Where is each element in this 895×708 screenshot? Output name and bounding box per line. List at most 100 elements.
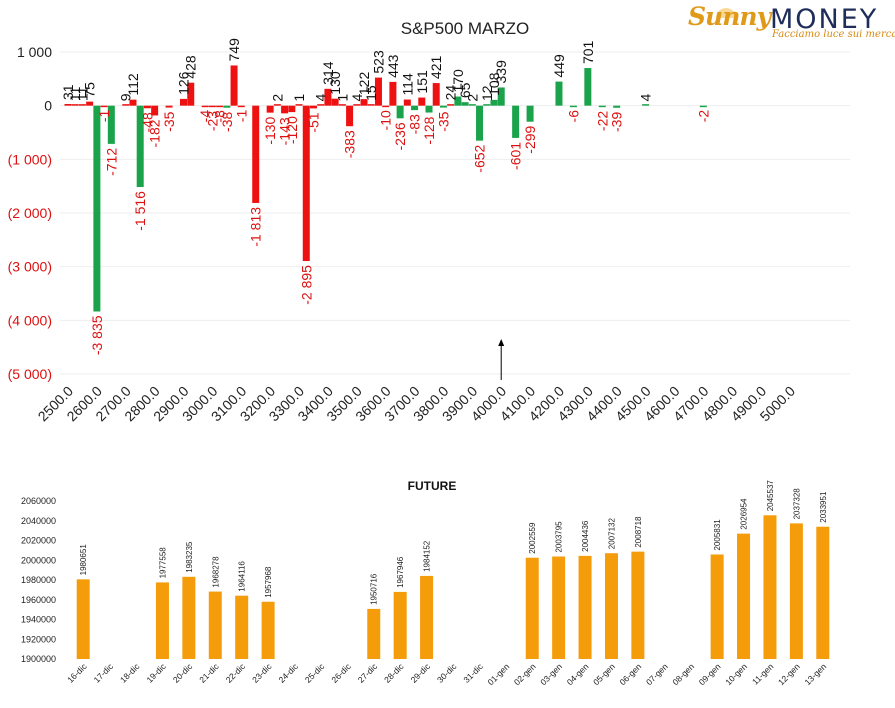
bar [338,104,346,106]
bar-data-label: -23 [204,111,220,131]
future-y-tick-label: 2000000 [21,555,56,565]
bar-data-label: -236 [392,122,408,150]
future-bar [604,553,618,659]
future-bar [155,582,169,659]
bar [288,105,296,113]
future-x-tick-label: 09-gen [697,661,723,687]
bar-data-label: 701 [580,40,596,64]
bar-data-label: 11 [74,86,90,101]
x-axis: 2500.02600.02700.02800.02900.03000.03100… [35,383,799,425]
bar-data-label: -712 [103,148,119,176]
logo-brand-right: MONEY [770,4,879,35]
bar [273,104,281,106]
y-tick-label: (1 000) [8,151,52,167]
bar [331,98,339,106]
bar-data-label: 11 [67,86,83,101]
bar-data-label: 75 [82,82,98,98]
bar-data-label: -120 [284,116,300,144]
current-price-arrow-icon [498,339,505,380]
bar-data-label: 443 [385,54,401,78]
bar [100,105,108,108]
bar-data-label: 1 [334,94,350,102]
bar-data-label: -1 [233,110,249,123]
y-tick-label: (4 000) [8,312,52,328]
bar-data-label: -83 [407,114,423,134]
bar [129,99,137,106]
bar [187,82,195,106]
future-chart-title: FUTURE [408,479,457,493]
future-x-tick-label: 26-dic [329,661,353,685]
future-y-tick-label: 2040000 [21,516,56,526]
bar-data-label: -130 [262,116,278,144]
future-bar [710,554,724,659]
future-x-tick-label: 17-dic [92,661,116,685]
bar [86,101,94,106]
future-bar [763,515,777,659]
future-x-tick-label: 22-dic [224,661,248,685]
future-data-label: 1977558 [158,547,167,579]
future-x-tick-label: 03-gen [538,661,564,687]
future-bar [631,551,645,659]
bar-data-label: -1 813 [248,207,264,247]
future-y-tick-label: 1900000 [21,654,56,664]
bar [411,105,419,111]
bar-data-label: -182 [147,119,163,147]
y-tick-label: (2 000) [8,205,52,221]
bar [360,99,368,106]
bar [512,105,520,138]
bar-data-label: -39 [609,112,625,132]
future-bar [816,526,830,659]
bar-data-label: -2 895 [298,265,314,305]
bar [613,105,621,108]
bar [208,105,216,108]
bar [497,87,505,106]
bar-data-label: 122 [356,72,372,96]
bar [353,104,361,106]
y-tick-label: 0 [44,98,52,114]
y-tick-label: (3 000) [8,259,52,275]
future-data-label: 2005831 [713,519,722,551]
future-y-axis: 1900000 1920000 1940000 1960000 1980000 20000… [21,496,56,664]
bar-data-label: -38 [219,111,235,131]
future-data-label: 1968278 [211,556,220,588]
future-bar [208,591,222,659]
future-x-tick-label: 06-gen [618,661,644,687]
future-x-tick-label: 10-gen [723,661,749,687]
future-bar [367,608,381,659]
bar-data-label: 15 [363,85,379,101]
bar [555,81,563,106]
future-bar [578,555,592,659]
bar-data-label: 112 [125,73,141,96]
bar [302,105,310,262]
bar-data-label: -22 [594,111,610,131]
bar-data-label: 24 [443,85,459,101]
arrow-head [498,339,505,346]
future-x-tick-label: 13-gen [802,661,828,687]
bar [266,105,274,113]
sun-icon [716,8,736,18]
future-y-tick-label: 1940000 [21,615,56,625]
future-bar [552,556,566,659]
bar-data-label: 449 [551,54,567,78]
future-x-axis: 16-dic 17-dic 18-dic 19-dic 20-dic 21-dic 22-d… [65,661,828,687]
future-data-label: 2007132 [607,518,616,550]
bar-data-label: 65 [457,82,473,98]
bar [569,105,577,108]
bar-data-label: -299 [522,126,538,154]
bar-data-label: -128 [421,116,437,144]
chart-title: S&P500 MARZO [401,19,530,38]
options-open-interest-chart: S&P500 MARZO 1 000 0 (1 000) (2 000) (3 000)… [8,19,850,425]
bar [468,104,476,106]
bar [346,105,354,127]
bar [180,98,188,106]
future-data-label: 2002559 [528,522,537,554]
future-data-label: 2026954 [740,498,749,530]
future-y-tick-label: 2060000 [21,496,56,506]
logo-tagline: Facciamo luce sui mercati [772,29,895,40]
bar-data-label: -35 [435,111,451,131]
bar [136,105,144,188]
bar-series [64,65,707,312]
bar [78,104,86,106]
future-bar-series [76,515,830,659]
bar [64,104,72,106]
